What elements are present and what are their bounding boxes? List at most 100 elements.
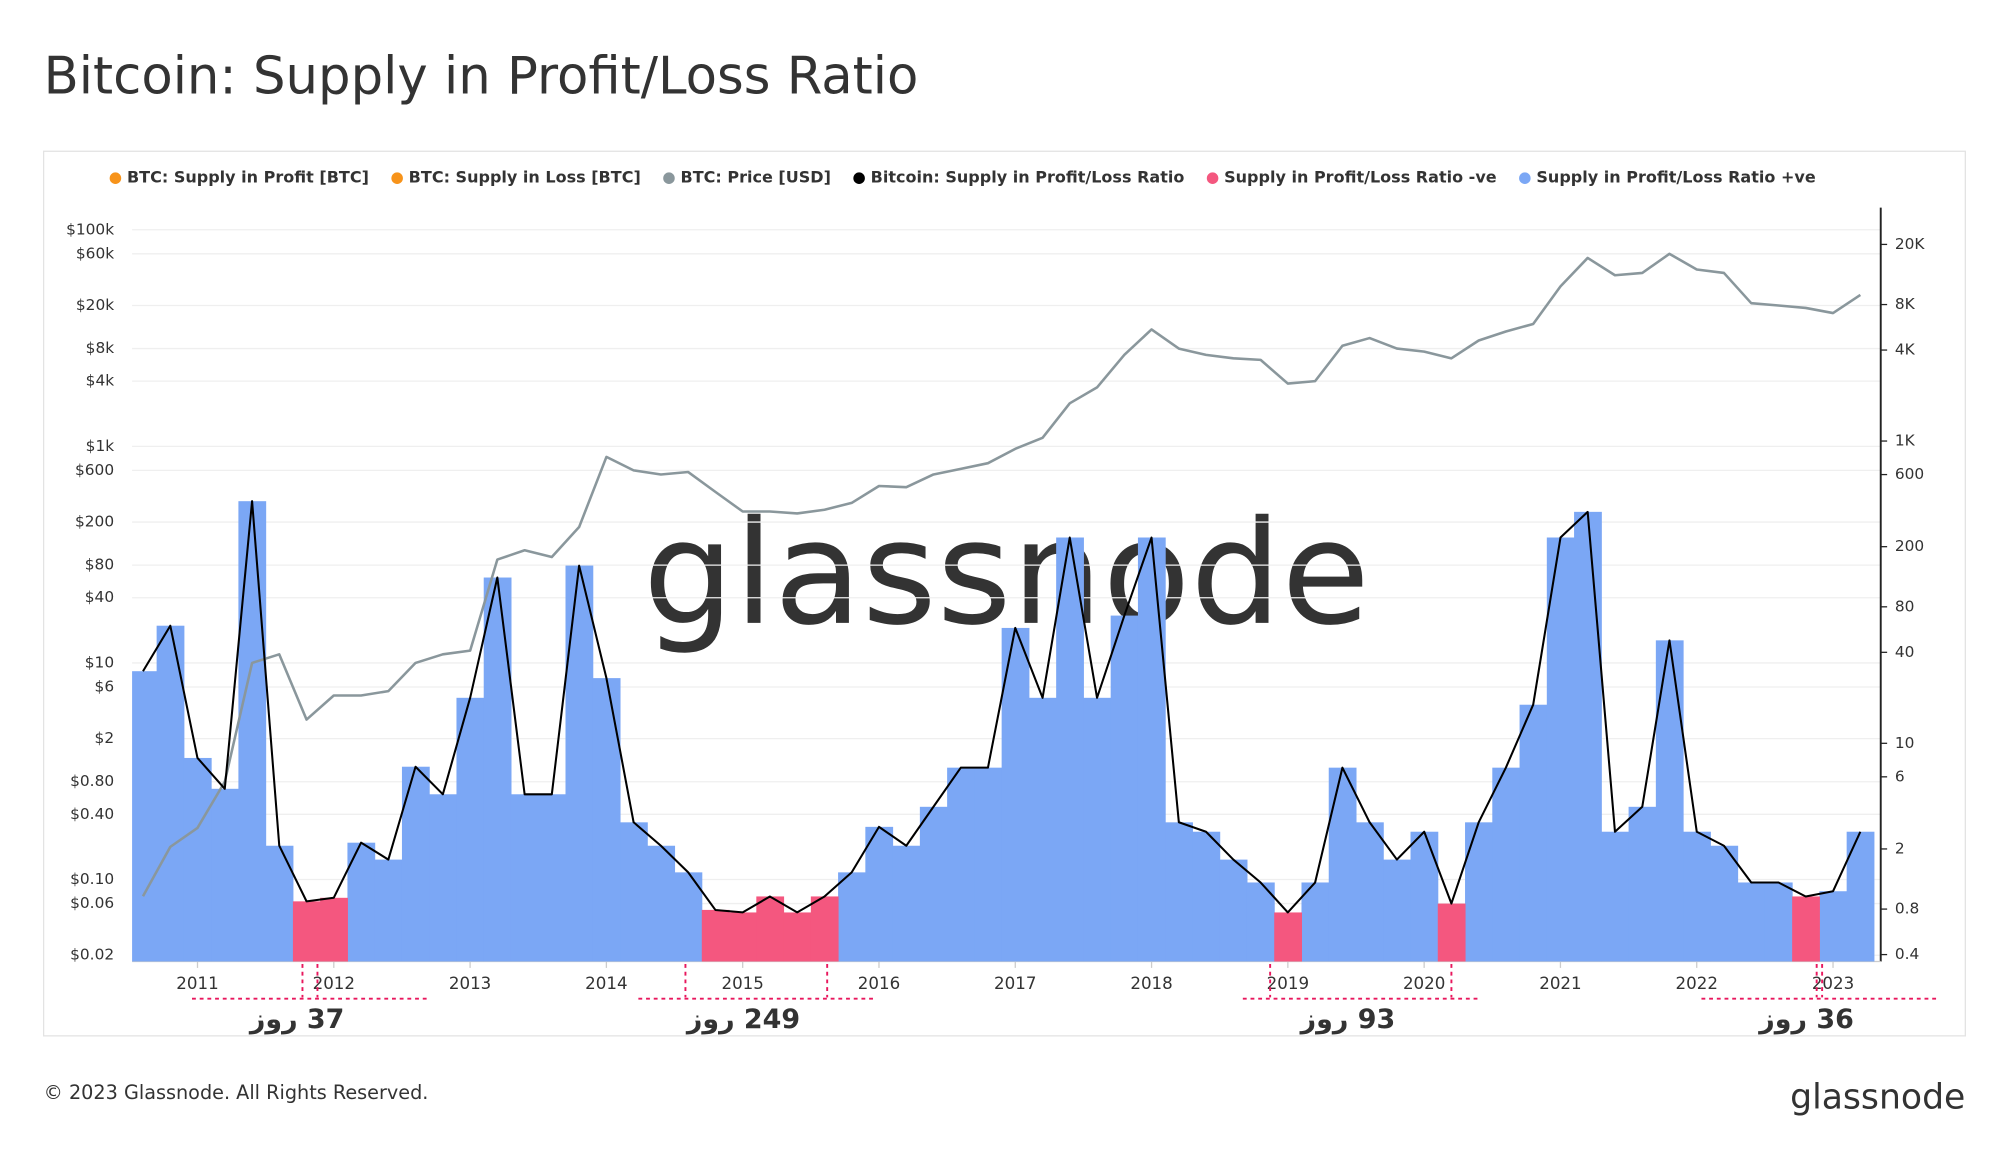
ratio-bar bbox=[865, 826, 894, 962]
y2-tick-label: 10 bbox=[1895, 734, 1915, 752]
ratio-bar bbox=[292, 901, 321, 962]
ratio-bar bbox=[1301, 882, 1330, 962]
legend-label[interactable]: Bitcoin: Supply in Profit/Loss Ratio bbox=[871, 168, 1185, 187]
ratio-bar bbox=[156, 625, 185, 962]
ratio-bar bbox=[1001, 627, 1030, 962]
annotation-label: 93 روز bbox=[1299, 1004, 1396, 1035]
ratio-bar bbox=[1274, 912, 1302, 962]
x-tick-label: 2019 bbox=[1267, 974, 1309, 993]
ratio-bar bbox=[211, 788, 239, 962]
ratio-line bbox=[142, 500, 1862, 914]
ratio-bar bbox=[701, 909, 730, 962]
ratio-bar bbox=[756, 896, 785, 962]
x-tick-label: 2011 bbox=[176, 974, 218, 993]
ratio-bar bbox=[1601, 831, 1630, 962]
ratio-bar bbox=[1165, 822, 1193, 962]
y-tick-label: $0.80 bbox=[70, 772, 114, 790]
ratio-bar bbox=[1437, 903, 1466, 962]
y2-tick-label: 6 bbox=[1895, 767, 1905, 785]
y2-tick-label: 40 bbox=[1895, 643, 1915, 661]
logo: glassnode bbox=[1790, 1078, 1965, 1118]
ratio-bar bbox=[1056, 537, 1084, 962]
legend-label[interactable]: Supply in Profit/Loss Ratio -ve bbox=[1224, 168, 1497, 187]
legend-label[interactable]: BTC: Price [USD] bbox=[681, 168, 831, 187]
ratio-bar bbox=[919, 806, 948, 962]
y2-tick-label: 20K bbox=[1895, 235, 1926, 253]
ratio-bar bbox=[1465, 822, 1493, 962]
legend-label[interactable]: Supply in Profit/Loss Ratio +ve bbox=[1536, 168, 1815, 187]
ratio-bar bbox=[1546, 537, 1575, 962]
y-tick-label: $8k bbox=[86, 339, 115, 357]
y-tick-label: $0.10 bbox=[70, 870, 114, 888]
y-tick-label: $4k bbox=[86, 372, 115, 390]
x-tick-label: 2021 bbox=[1539, 974, 1581, 993]
ratio-bar bbox=[1383, 859, 1412, 962]
ratio-bar bbox=[320, 897, 348, 962]
ratio-bar bbox=[647, 845, 676, 962]
ratio-bar bbox=[1792, 896, 1820, 962]
ratio-bar bbox=[183, 757, 212, 962]
y-tick-label: $6 bbox=[95, 677, 115, 695]
ratio-bar bbox=[1628, 806, 1657, 962]
ratio-bar bbox=[1328, 767, 1357, 962]
ratio-bar bbox=[1519, 704, 1548, 962]
y2-tick-label: 0.8 bbox=[1895, 900, 1919, 918]
ratio-bar bbox=[538, 794, 567, 962]
ratio-bar bbox=[1574, 511, 1602, 962]
y-tick-label: $2 bbox=[95, 729, 115, 747]
y-tick-label: $200 bbox=[75, 513, 114, 531]
y-tick-label: $600 bbox=[75, 461, 114, 479]
ratio-bar bbox=[1137, 537, 1166, 962]
annotation-label: 36 روز bbox=[1757, 1004, 1854, 1035]
ratio-bar bbox=[429, 794, 457, 962]
legend-marker bbox=[663, 172, 675, 184]
y2-tick-label: 8K bbox=[1895, 295, 1916, 313]
ratio-bar bbox=[1737, 882, 1766, 962]
legend-marker bbox=[391, 172, 403, 184]
x-tick-label: 2014 bbox=[585, 974, 627, 993]
x-tick-label: 2023 bbox=[1812, 974, 1854, 993]
legend-marker bbox=[109, 172, 122, 184]
y2-tick-label: 0.4 bbox=[1895, 945, 1919, 963]
footer: © 2023 Glassnode. All Rights Reserved. bbox=[44, 1081, 429, 1104]
ratio-bar bbox=[783, 912, 812, 962]
x-tick-label: 2022 bbox=[1676, 974, 1718, 993]
legend-label[interactable]: BTC: Supply in Profit [BTC] bbox=[127, 168, 369, 187]
ratio-bar bbox=[947, 767, 975, 962]
x-tick-label: 2015 bbox=[721, 974, 763, 993]
annotation-label: 249 روز bbox=[685, 1004, 800, 1035]
y-tick-label: $60k bbox=[76, 244, 114, 262]
ratio-bar bbox=[1246, 882, 1275, 962]
annotation-label: 37 روز bbox=[248, 1004, 345, 1035]
y2-tick-label: 200 bbox=[1895, 537, 1924, 555]
y-tick-label: $40 bbox=[85, 588, 114, 606]
legend-marker bbox=[853, 172, 865, 184]
ratio-bar bbox=[1655, 640, 1684, 962]
ratio-bar bbox=[592, 678, 621, 962]
ratio-bar bbox=[974, 767, 1003, 962]
chart-title: Bitcoin: Supply in Profit/Loss Ratio bbox=[44, 46, 919, 106]
y-tick-label: $100k bbox=[66, 220, 114, 238]
y-tick-label: $0.40 bbox=[70, 805, 114, 823]
ratio-bar bbox=[238, 501, 267, 962]
y2-tick-label: 80 bbox=[1895, 597, 1915, 615]
x-tick-label: 2016 bbox=[858, 974, 900, 993]
y2-tick-label: 600 bbox=[1895, 465, 1924, 483]
x-tick-label: 2013 bbox=[449, 974, 491, 993]
y-tick-label: $80 bbox=[85, 556, 114, 574]
ratio-bar bbox=[1219, 859, 1248, 962]
ratio-bar bbox=[1710, 845, 1739, 962]
ratio-bar bbox=[1110, 615, 1139, 962]
y-tick-label: $0.02 bbox=[70, 946, 114, 964]
ratio-bar bbox=[132, 671, 158, 962]
legend-label[interactable]: BTC: Supply in Loss [BTC] bbox=[409, 168, 641, 187]
ratio-bar bbox=[1192, 831, 1221, 962]
y-tick-label: $20k bbox=[76, 296, 114, 314]
y2-tick-label: 2 bbox=[1895, 839, 1905, 857]
ratio-bar bbox=[565, 565, 594, 962]
y-tick-label: $10 bbox=[85, 653, 114, 671]
chart-frame bbox=[42, 150, 1966, 1037]
ratio-bar bbox=[1764, 882, 1793, 962]
ratio-bar bbox=[892, 845, 921, 962]
